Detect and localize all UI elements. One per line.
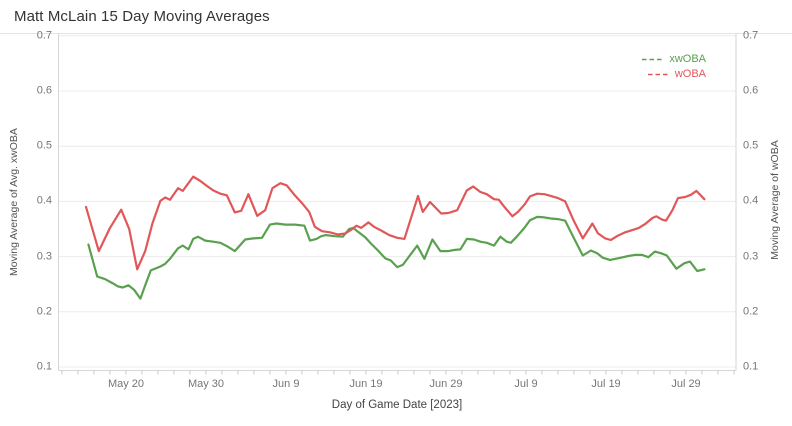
chart-title: Matt McLain 15 Day Moving Averages: [14, 8, 270, 25]
legend-item-xwoba[interactable]: xwOBA: [642, 53, 706, 65]
y-tick-label-right: 0.5: [743, 139, 759, 152]
x-axis-title: Day of Game Date [2023]: [331, 399, 463, 411]
y-tick-label-right: 0.1: [743, 360, 759, 373]
y-tick-label-left: 0.4: [36, 194, 52, 207]
x-tick-label: Jul 19: [591, 378, 621, 390]
y-tick-label-right: 0.6: [743, 84, 759, 97]
y-tick-label-right: 0.3: [743, 250, 759, 263]
title-divider: [0, 33, 792, 34]
y-tick-label-right: 0.7: [743, 29, 759, 42]
x-tick-label: Jun 19: [349, 378, 383, 390]
legend-dash-woba-icon: [647, 73, 670, 75]
y-tick-label-left: 0.2: [36, 305, 52, 318]
legend: xwOBA wOBA: [642, 53, 706, 80]
y-tick-label-right: 0.4: [743, 194, 759, 207]
y-axis-title-right: Moving Average of wOBA: [769, 140, 781, 260]
legend-dash-xwoba-icon: [642, 58, 665, 60]
y-tick-label-right: 0.2: [743, 305, 759, 318]
xwoba-line[interactable]: [87, 215, 706, 300]
y-tick-label-left: 0.6: [36, 84, 52, 97]
legend-item-woba[interactable]: wOBA: [647, 68, 706, 80]
y-tick-label-left: 0.7: [36, 29, 52, 42]
woba-line[interactable]: [84, 175, 706, 271]
x-tick-label: May 20: [107, 378, 145, 390]
legend-label-woba: wOBA: [674, 68, 706, 80]
y-tick-label-left: 0.1: [36, 360, 52, 373]
y-axis-title-left: Moving Average of Avg. xwOBA: [8, 128, 20, 276]
x-tick-label: Jun 29: [429, 378, 463, 390]
x-tick-label: May 30: [187, 378, 225, 390]
y-tick-label-left: 0.3: [36, 250, 52, 263]
legend-label-xwoba: xwOBA: [669, 53, 706, 65]
x-tick-label: Jul 9: [514, 378, 538, 390]
y-tick-label-left: 0.5: [36, 139, 52, 152]
x-tick-label: Jun 9: [272, 378, 300, 390]
x-tick-label: Jul 29: [671, 378, 701, 390]
